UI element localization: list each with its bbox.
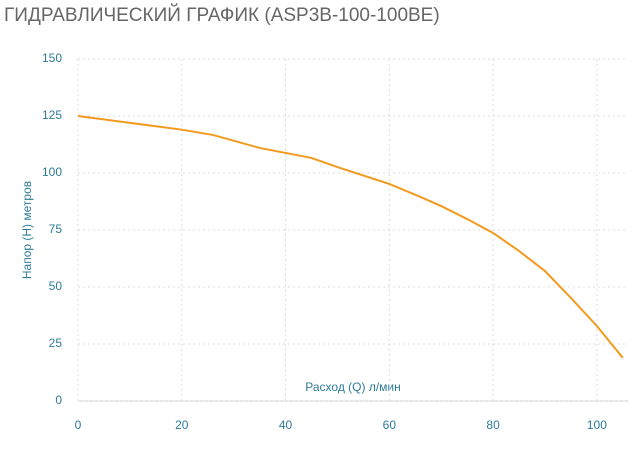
x-tick-label: 100 [587,418,607,432]
y-tick-label: 0 [55,393,62,407]
x-tick-label: 0 [75,418,82,432]
y-tick-label: 50 [49,279,63,293]
y-tick-label: 125 [42,108,62,122]
y-tick-label: 100 [42,165,62,179]
x-tick-label: 80 [486,418,500,432]
x-tick-label: 20 [175,418,189,432]
x-axis-label: Расход (Q) л/мин [305,380,400,394]
line-series [77,115,624,359]
x-tick-label: 40 [279,418,293,432]
y-tick-label: 25 [49,336,63,350]
y-tick-label: 150 [42,51,62,65]
y-axis-label: Напор (H) метров [20,181,34,279]
chart-title: ГИДРАВЛИЧЕСКИЙ ГРАФИК (ASP3B-100-100BE) [4,4,440,26]
y-tick-label: 75 [49,222,63,236]
x-tick-label: 60 [383,418,397,432]
